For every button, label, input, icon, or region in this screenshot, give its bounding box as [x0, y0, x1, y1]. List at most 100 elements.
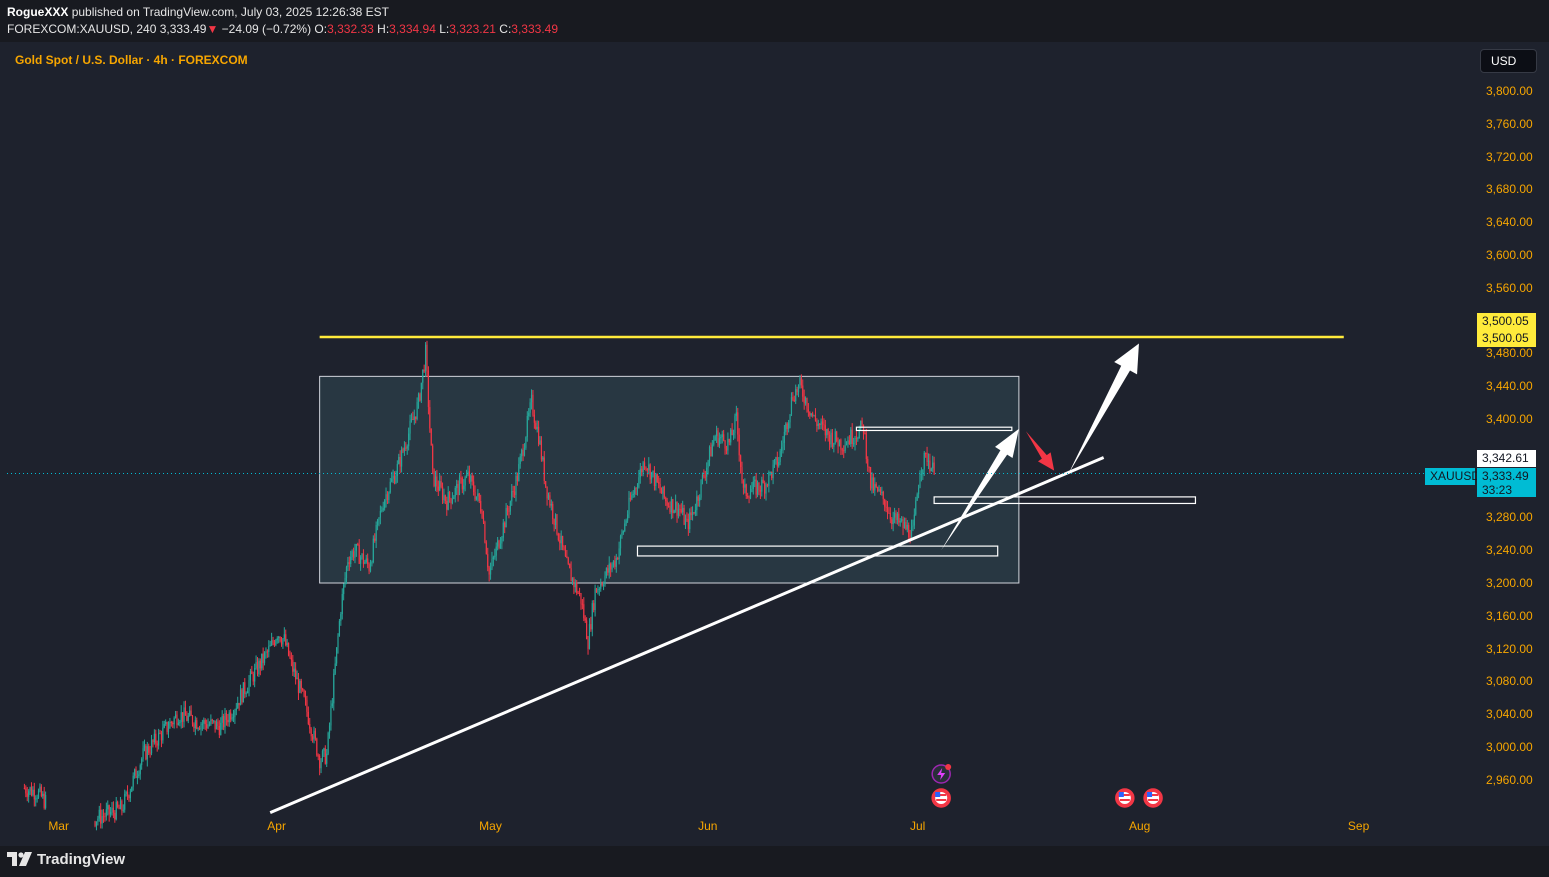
- us-economic-event-icon[interactable]: [931, 788, 951, 808]
- candle: [917, 484, 920, 499]
- candle: [916, 492, 918, 501]
- candle: [95, 821, 98, 831]
- candle: [800, 374, 802, 389]
- candle: [628, 490, 630, 519]
- tradingview-logo[interactable]: TradingView: [7, 850, 125, 868]
- price-axis-label: 2,960.00: [1486, 772, 1533, 787]
- candle: [489, 562, 492, 580]
- candle: [795, 384, 797, 405]
- candle: [156, 740, 158, 752]
- candle: [100, 803, 102, 829]
- us-economic-event-icon[interactable]: [1115, 788, 1135, 808]
- candle: [241, 688, 243, 705]
- candle: [869, 466, 872, 491]
- author-name[interactable]: RogueXXX: [7, 5, 69, 19]
- candle: [398, 453, 400, 465]
- candle: [449, 490, 451, 503]
- pullback-zone-box[interactable]: [933, 496, 1197, 505]
- range-box[interactable]: [319, 375, 1020, 584]
- candle: [498, 539, 500, 550]
- candle: [707, 459, 709, 475]
- candle: [612, 560, 615, 568]
- candle: [631, 491, 633, 501]
- dividend-event-icon[interactable]: [931, 764, 952, 784]
- candle: [518, 457, 520, 482]
- candle: [697, 495, 699, 507]
- candle: [121, 799, 123, 816]
- candle: [724, 440, 726, 455]
- minor-resistance-box[interactable]: [855, 426, 1013, 432]
- candle: [371, 560, 373, 567]
- candle: [659, 478, 661, 494]
- candle: [933, 456, 935, 476]
- candle: [761, 476, 763, 497]
- currency-button[interactable]: USD: [1480, 49, 1537, 73]
- candle: [766, 483, 769, 488]
- candle: [672, 498, 674, 519]
- candle: [669, 501, 671, 515]
- candle: [239, 684, 242, 706]
- candle: [109, 807, 112, 818]
- candle: [335, 647, 338, 666]
- candle: [756, 480, 759, 498]
- candle: [731, 423, 733, 436]
- candle: [451, 492, 454, 505]
- candle: [475, 496, 478, 501]
- candle: [768, 470, 770, 493]
- candle: [742, 479, 745, 495]
- candle: [360, 555, 362, 571]
- candle: [673, 509, 675, 514]
- candle: [214, 720, 216, 733]
- candle: [352, 547, 355, 561]
- candle: [463, 479, 465, 495]
- candle: [738, 428, 740, 462]
- us-economic-event-icon[interactable]: [1143, 788, 1163, 808]
- candle: [511, 483, 513, 506]
- candle: [796, 386, 798, 396]
- candle: [268, 640, 270, 658]
- candle: [193, 722, 195, 732]
- price-axis-label: 3,800.00: [1486, 84, 1533, 98]
- footer-bar: [0, 846, 1549, 877]
- up-arrow-target[interactable]: [1068, 343, 1139, 474]
- up-arrow-first-leg[interactable]: [941, 428, 1019, 551]
- candle: [283, 627, 285, 642]
- candle: [320, 758, 322, 774]
- candle: [546, 486, 548, 506]
- candle: [501, 536, 503, 550]
- candle: [351, 549, 353, 561]
- candle: [891, 517, 893, 530]
- down-arrow-pullback[interactable]: [1025, 431, 1055, 471]
- support-zone-box[interactable]: [636, 545, 999, 557]
- candle: [166, 721, 168, 735]
- candle: [519, 453, 521, 469]
- candle: [440, 475, 442, 489]
- candle: [160, 730, 163, 748]
- candle: [512, 485, 514, 498]
- candle: [745, 483, 747, 499]
- candle: [701, 472, 704, 485]
- time-axis-label: May: [479, 819, 502, 833]
- candle: [204, 718, 206, 730]
- candle: [357, 542, 359, 546]
- candle: [667, 502, 670, 508]
- candle: [567, 556, 569, 566]
- candle: [543, 451, 545, 485]
- ascending-trendline[interactable]: [269, 456, 1105, 814]
- candle: [680, 503, 682, 514]
- candle: [443, 488, 445, 504]
- candle: [840, 438, 842, 455]
- candle: [748, 495, 750, 504]
- candle: [686, 512, 688, 522]
- candle: [797, 384, 800, 398]
- candle: [302, 687, 304, 692]
- candle: [895, 510, 897, 524]
- candle: [206, 719, 208, 732]
- candle: [782, 436, 784, 454]
- candle: [330, 700, 332, 731]
- candle: [903, 517, 906, 529]
- drawn-level-tag: 3,342.61: [1477, 450, 1536, 467]
- candle: [927, 453, 930, 470]
- candle: [347, 556, 349, 571]
